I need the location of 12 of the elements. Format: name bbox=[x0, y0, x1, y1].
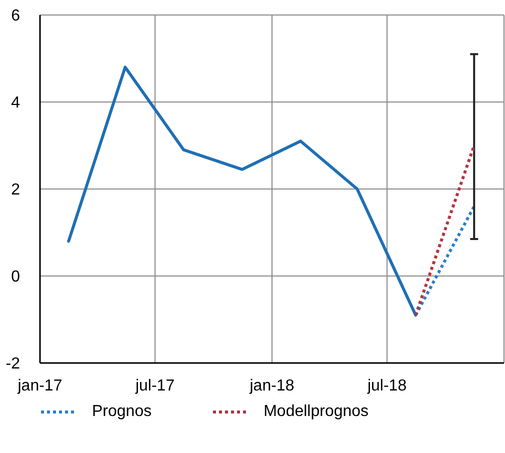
x-tick-label: jul-17 bbox=[134, 377, 175, 394]
y-tick-label: 6 bbox=[11, 8, 20, 25]
y-tick-label: 0 bbox=[11, 268, 20, 286]
line-series bbox=[67, 66, 418, 317]
y-tick-label: 4 bbox=[11, 94, 20, 112]
y-tick-label: -2 bbox=[6, 356, 20, 373]
x-tick-label: jul-18 bbox=[366, 377, 407, 394]
x-tick-label: jan-18 bbox=[248, 377, 294, 394]
legend-label: Modellprognos bbox=[264, 403, 369, 421]
y-tick-label: 2 bbox=[11, 182, 20, 199]
legend-label: Prognos bbox=[92, 403, 152, 421]
x-tick-label: jan-17 bbox=[16, 377, 62, 394]
